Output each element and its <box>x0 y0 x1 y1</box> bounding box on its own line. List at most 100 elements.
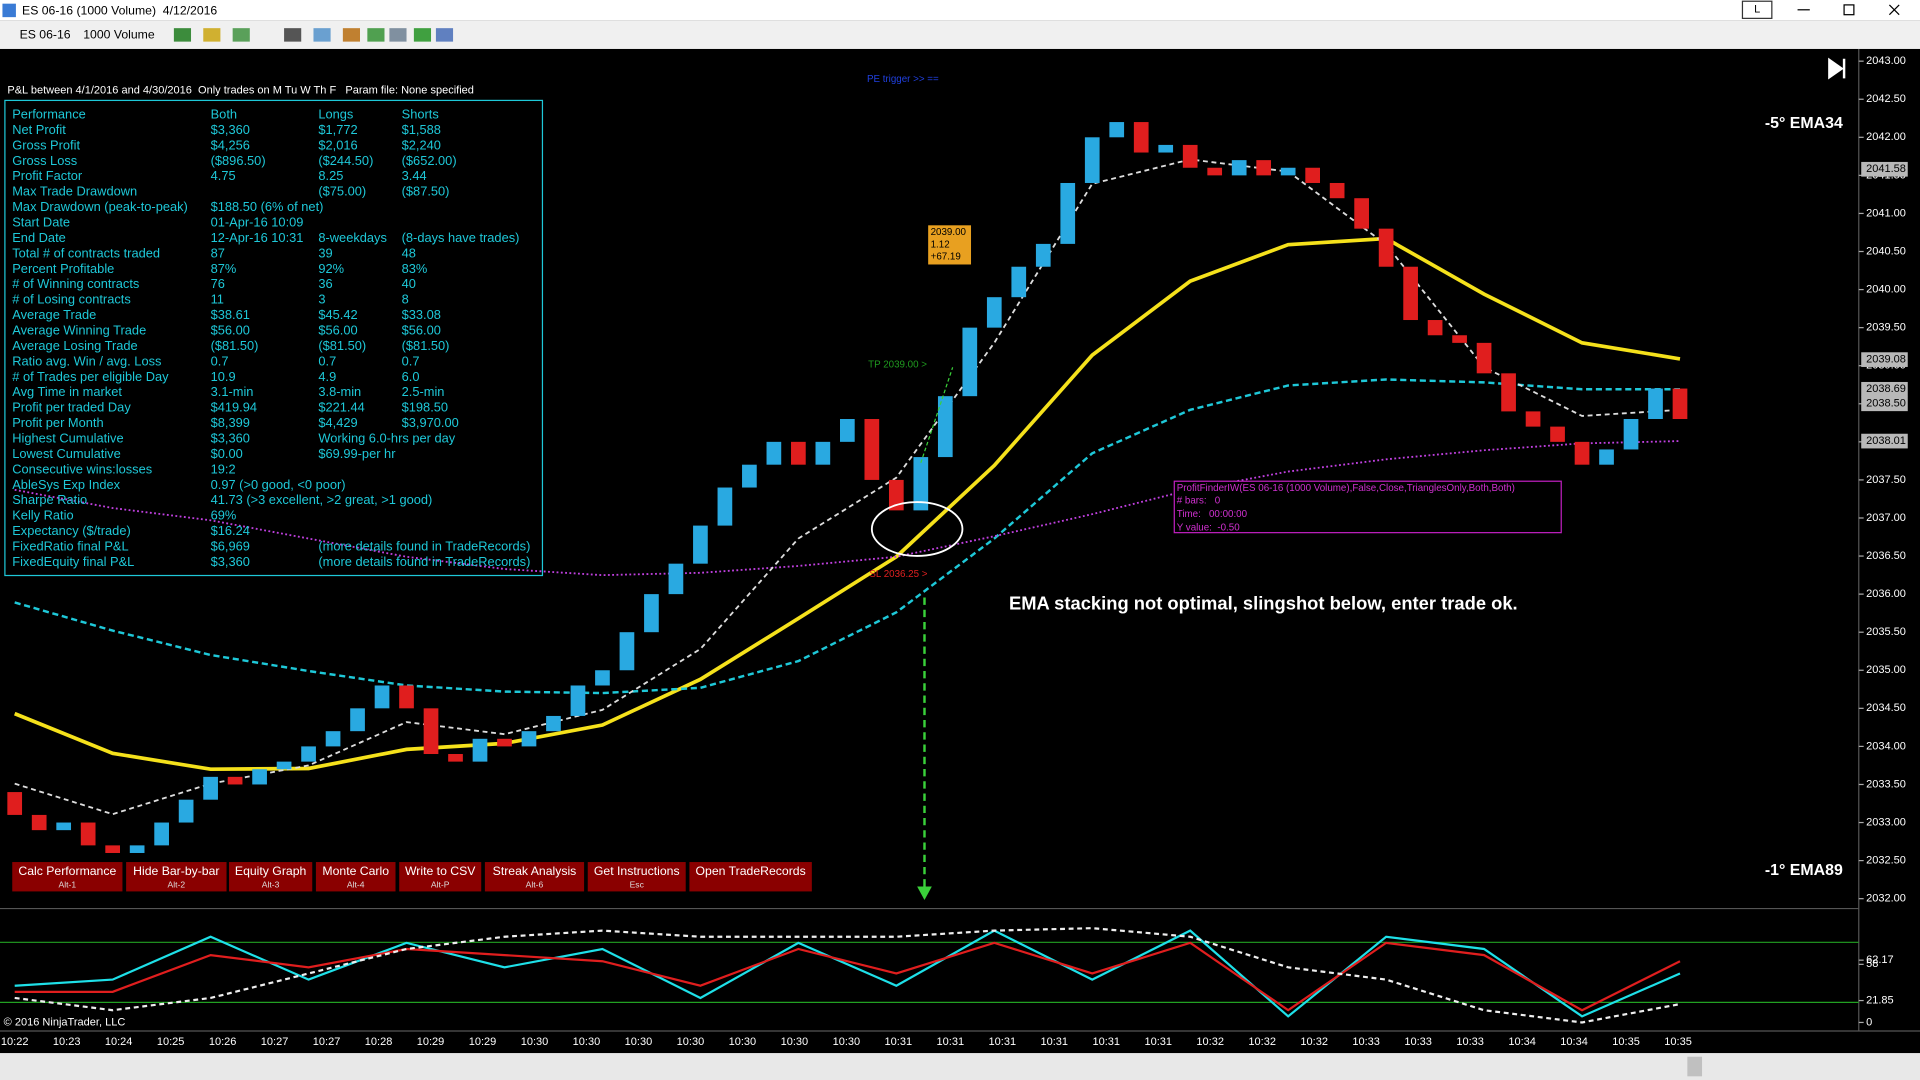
button-label[interactable]: Streak Analysis <box>493 864 577 878</box>
price-tag-label: 2038.50 <box>1866 398 1906 410</box>
stats-cell: Profit per traded Day <box>12 400 131 415</box>
restore[interactable] <box>1843 4 1855 16</box>
window-title: ES 06-16 (1000 Volume) 4/12/2016 <box>22 3 217 17</box>
stats-cell: End Date <box>12 230 66 245</box>
candle <box>1501 373 1516 412</box>
indicator-box-line: # bars: 0 <box>1177 495 1221 506</box>
button-shortcut[interactable]: Esc <box>630 880 645 890</box>
candle <box>521 731 537 747</box>
button[interactable] <box>126 862 227 892</box>
stats-cell: (more details found in TradeRecords) <box>318 554 530 569</box>
candle <box>1231 160 1247 176</box>
stats-box <box>4 99 544 577</box>
trade-box-line: 1.12 <box>931 239 950 250</box>
y-tick-label: 2042.00 <box>1866 131 1906 143</box>
button-shortcut[interactable]: Alt-6 <box>526 880 544 890</box>
candle <box>399 685 414 709</box>
candle <box>717 487 733 526</box>
y-tick-label: 2039.50 <box>1866 322 1906 334</box>
candle <box>227 776 243 785</box>
button-shortcut[interactable]: Alt-P <box>431 880 450 890</box>
button-label[interactable]: Calc Performance <box>18 864 116 878</box>
price-tag-label: 2039.08 <box>1866 354 1906 366</box>
scroll-end-button[interactable] <box>1828 57 1846 80</box>
stats-cell: Performance <box>12 106 86 121</box>
oscillator-tick-label: 21.85 <box>1866 994 1894 1006</box>
stats-table: Performance Both Longs Shorts Net Profit $3,3… <box>12 106 530 568</box>
button-label[interactable]: Write to CSV <box>405 864 476 878</box>
button-shortcut[interactable]: Alt-2 <box>168 880 186 890</box>
button-label[interactable]: Open TradeRecords <box>696 864 806 878</box>
button[interactable] <box>399 862 482 892</box>
stats-cell: (8-days have trades) <box>402 230 520 245</box>
candle <box>1084 137 1100 183</box>
candle <box>937 396 953 458</box>
stats-cell: ($87.50) <box>402 184 450 199</box>
x-tick-label: 10:29 <box>469 1036 497 1048</box>
trade-box-line: +67.19 <box>931 252 961 263</box>
arrow-head <box>917 886 932 900</box>
button[interactable] <box>315 862 396 892</box>
candle <box>325 731 341 747</box>
window-button-label[interactable]: L <box>1754 4 1760 16</box>
y-tick-label: 2040.00 <box>1866 283 1906 295</box>
button[interactable] <box>587 862 686 892</box>
button-shortcut[interactable]: Alt-3 <box>262 880 280 890</box>
toolbar-icons[interactable] <box>173 28 454 42</box>
trade-box <box>928 225 972 265</box>
candle <box>276 761 292 770</box>
candle <box>1378 228 1394 267</box>
candle <box>1109 122 1125 138</box>
stats-cell: 0.7 <box>211 353 229 368</box>
button[interactable] <box>484 862 585 892</box>
button-label[interactable]: Monte Carlo <box>322 864 389 878</box>
x-tick-label: 10:30 <box>833 1036 861 1048</box>
button[interactable] <box>228 862 313 892</box>
stats-cell: Avg Time in market <box>12 384 122 399</box>
scrollbar[interactable] <box>0 1053 1920 1080</box>
scroll-thumb[interactable] <box>1687 1056 1703 1077</box>
candle <box>1476 342 1492 374</box>
stats-cell: $3,360 <box>211 122 250 137</box>
stats-cell: Max Drawdown (peak-to-peak) <box>12 199 188 214</box>
candle <box>7 792 23 815</box>
x-tick-label: 10:23 <box>53 1036 81 1048</box>
x-tick-label: 10:22 <box>1 1036 29 1048</box>
interval-select[interactable]: 1000 Volume <box>83 28 155 42</box>
button-shortcut[interactable]: Alt-4 <box>347 880 365 890</box>
window-button[interactable] <box>1741 0 1773 19</box>
stats-cell: $56.00 <box>211 322 250 337</box>
stats-cell: 41.73 (>3 excellent, >2 great, >1 good) <box>211 492 433 507</box>
indicator-box-line: Time: 00:00:00 <box>1177 509 1248 520</box>
stats-cell: $221.44 <box>318 400 364 415</box>
button-label[interactable]: Get Instructions <box>594 864 680 878</box>
button-label[interactable]: Equity Graph <box>235 864 307 878</box>
candle <box>864 419 880 480</box>
close[interactable] <box>1888 4 1900 16</box>
stats-cell: 36 <box>318 276 332 291</box>
stats-cell: $45.42 <box>318 307 357 322</box>
stats-cell: Working 6.0-hrs per day <box>318 430 455 445</box>
stats-cell: 83% <box>402 261 428 276</box>
stats-cell: $33.08 <box>402 307 441 322</box>
button-label[interactable]: Hide Bar-by-bar <box>133 864 219 878</box>
candle <box>301 746 316 762</box>
stats-cell: ($81.50) <box>211 338 259 353</box>
candle <box>791 441 806 465</box>
x-tick-label: 10:34 <box>1508 1036 1536 1048</box>
comment: EMA stacking not optimal, slingshot belo… <box>1009 593 1518 614</box>
button[interactable] <box>12 862 123 892</box>
button-shortcut[interactable]: Alt-1 <box>59 880 77 890</box>
stats-cell: 3.8-min <box>318 384 361 399</box>
button[interactable] <box>689 862 812 892</box>
price-tag <box>1861 433 1908 449</box>
stats-cell: 3.44 <box>402 168 427 183</box>
instrument-select[interactable]: ES 06-16 <box>20 28 71 42</box>
candle <box>668 563 684 595</box>
x-tick-label: 10:33 <box>1352 1036 1380 1048</box>
candle <box>129 845 145 853</box>
stats-cell: 8-weekdays <box>318 230 387 245</box>
stats-cell: $3,360 <box>211 554 250 569</box>
candle <box>1427 320 1443 336</box>
candle <box>619 632 635 671</box>
